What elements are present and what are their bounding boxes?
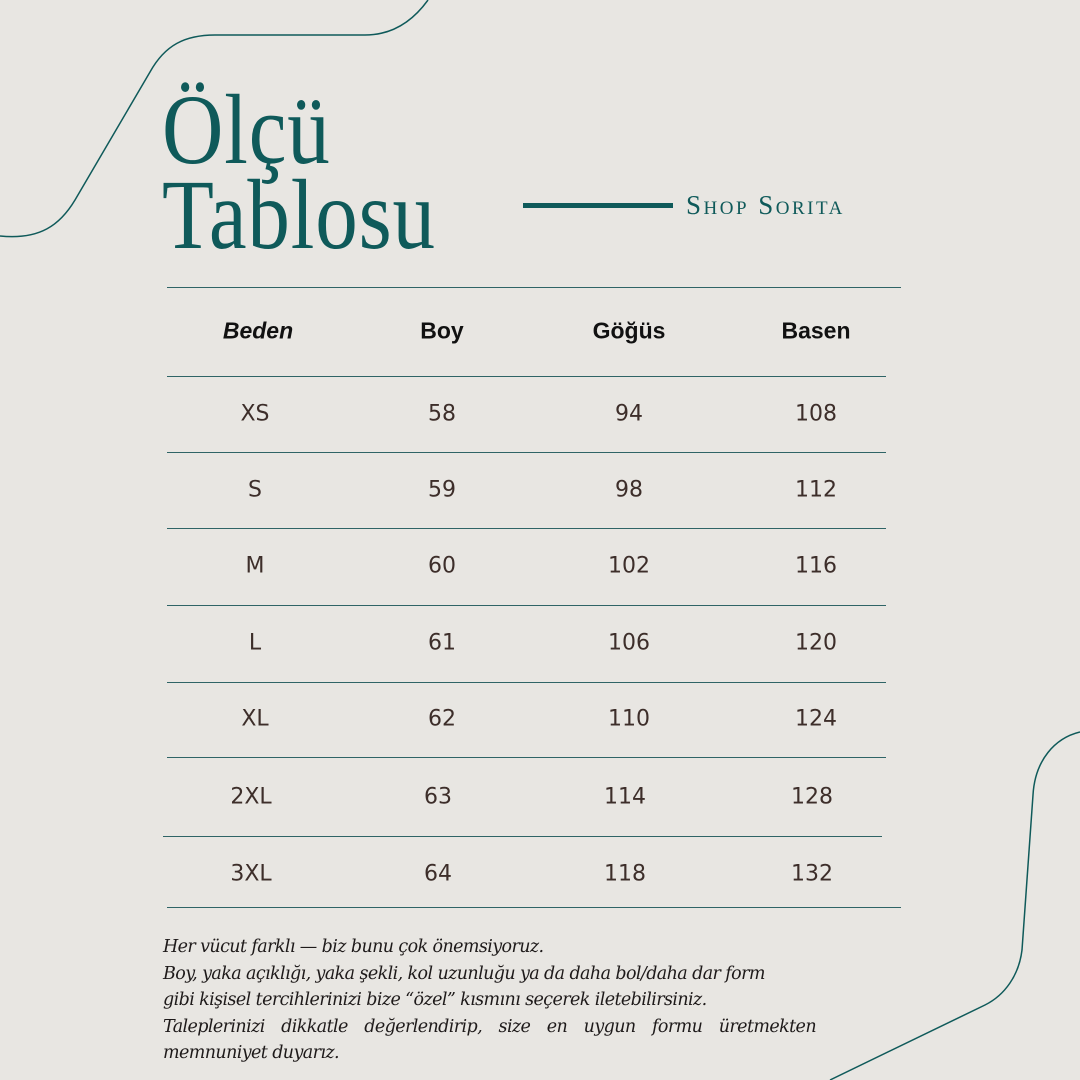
column-header: Beden — [222, 317, 294, 344]
table-cell: S — [248, 477, 262, 503]
table-cell: 118 — [604, 861, 646, 887]
table-cell: 124 — [795, 706, 837, 732]
table-cell: 63 — [424, 784, 452, 810]
column-header: Boy — [420, 317, 464, 344]
table-rule — [167, 376, 886, 377]
table-cell: 110 — [608, 706, 650, 732]
column-header: Göğüs — [592, 317, 666, 344]
bottom-right-curve — [829, 731, 1080, 1080]
table-cell: 106 — [608, 630, 650, 656]
table-cell: 58 — [428, 401, 456, 427]
table-cell: 3XL — [230, 861, 272, 887]
table-cell: 114 — [604, 784, 646, 810]
table-cell: 128 — [791, 784, 833, 810]
table-cell: 98 — [615, 477, 643, 503]
note-line: Her vücut farklı — biz bunu çok önemsiyo… — [163, 937, 544, 957]
brand-name: Shop Sorita — [686, 190, 845, 220]
table-rule — [167, 287, 901, 288]
table-rule — [167, 528, 886, 529]
table-cell: 112 — [795, 477, 837, 503]
title-line-2: Tablosu — [162, 159, 436, 270]
title-line-1: Ölçü — [162, 74, 331, 185]
table-cell: 116 — [795, 553, 837, 579]
note-line: memnuniyet duyarız. — [163, 1043, 340, 1063]
table-cell: 2XL — [230, 784, 272, 810]
column-header: Basen — [781, 317, 851, 344]
divider-dash — [523, 203, 673, 208]
table-cell: 60 — [428, 553, 456, 579]
table-cell: 61 — [428, 630, 456, 656]
table-rule — [167, 757, 886, 758]
table-cell: 108 — [795, 401, 837, 427]
table-cell: 102 — [608, 553, 650, 579]
table-cell: 120 — [795, 630, 837, 656]
table-cell: 132 — [791, 861, 833, 887]
note-text: Her vücut farklı — biz bunu çok önemsiyo… — [163, 934, 817, 1067]
table-rule — [167, 682, 886, 683]
table-cell: XL — [241, 706, 269, 732]
table-cell: 64 — [424, 861, 452, 887]
table-cell: 62 — [428, 706, 456, 732]
table-cell: XS — [240, 401, 270, 427]
note-line: gibi kişisel tercihlerinizi bize “özel” … — [163, 990, 707, 1010]
table-cell: 59 — [428, 477, 456, 503]
note-line: Boy, yaka açıklığı, yaka şekli, kol uzun… — [163, 963, 765, 984]
note-line: Taleplerinizi dikkatle değerlendirip, si… — [163, 1016, 817, 1037]
top-left-curve — [0, 0, 429, 238]
table-cell: M — [245, 553, 265, 579]
table-rule — [167, 452, 886, 453]
table-cell: L — [248, 630, 262, 656]
table-rule — [163, 836, 882, 837]
table-rule — [167, 605, 886, 606]
table-rule — [167, 907, 901, 908]
table-cell: 94 — [615, 401, 643, 427]
